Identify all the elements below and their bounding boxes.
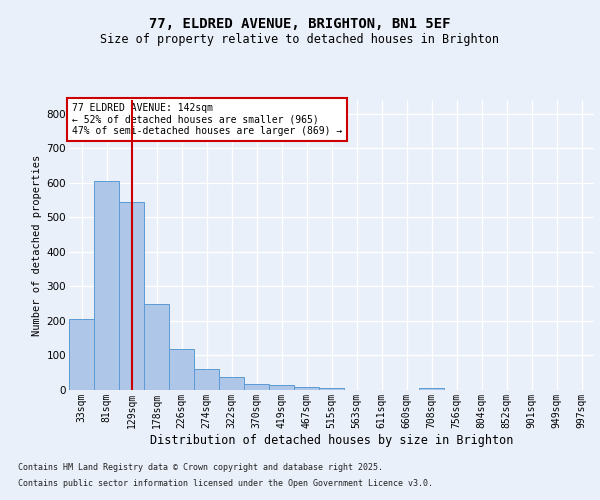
Bar: [144, 304, 169, 390]
Bar: [69, 319, 94, 390]
Bar: [169, 348, 194, 390]
Bar: [194, 368, 219, 390]
Text: 77, ELDRED AVENUE, BRIGHTON, BN1 5EF: 77, ELDRED AVENUE, BRIGHTON, BN1 5EF: [149, 18, 451, 32]
Bar: [94, 181, 119, 390]
Text: Size of property relative to detached houses in Brighton: Size of property relative to detached ho…: [101, 32, 499, 46]
Bar: [294, 386, 319, 390]
Bar: [269, 385, 294, 390]
Bar: [419, 388, 444, 390]
Text: Contains HM Land Registry data © Crown copyright and database right 2025.: Contains HM Land Registry data © Crown c…: [18, 464, 383, 472]
Text: 77 ELDRED AVENUE: 142sqm
← 52% of detached houses are smaller (965)
47% of semi-: 77 ELDRED AVENUE: 142sqm ← 52% of detach…: [71, 103, 342, 136]
Bar: [319, 388, 344, 390]
X-axis label: Distribution of detached houses by size in Brighton: Distribution of detached houses by size …: [150, 434, 513, 446]
Bar: [119, 202, 144, 390]
Bar: [244, 384, 269, 390]
Text: Contains public sector information licensed under the Open Government Licence v3: Contains public sector information licen…: [18, 478, 433, 488]
Y-axis label: Number of detached properties: Number of detached properties: [32, 154, 43, 336]
Bar: [219, 377, 244, 390]
